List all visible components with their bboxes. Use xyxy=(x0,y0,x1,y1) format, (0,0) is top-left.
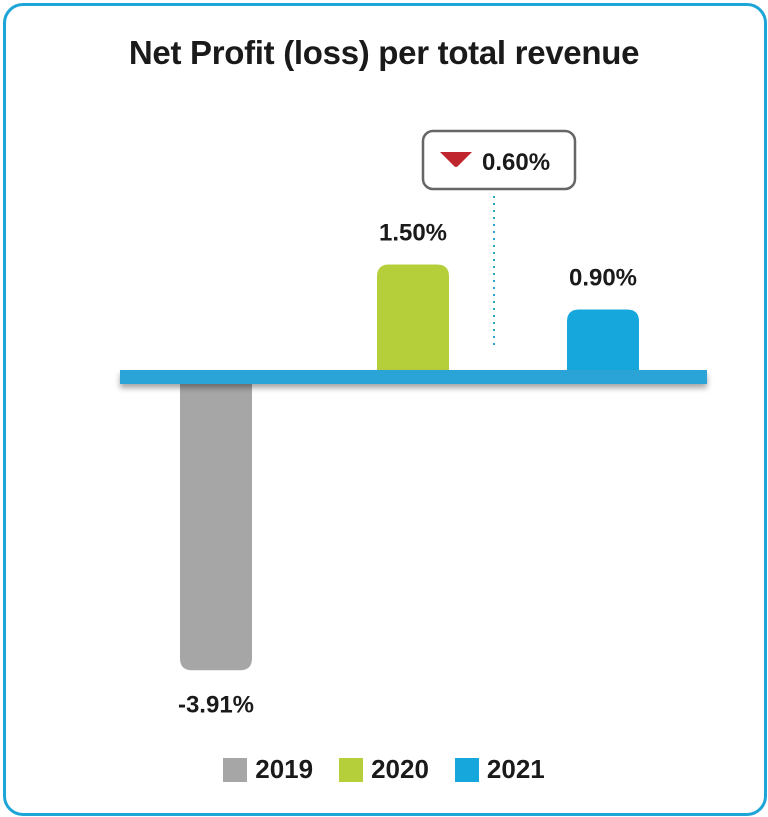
data-label-2021: 0.90% xyxy=(569,265,637,292)
annotation-box xyxy=(421,129,577,191)
bar-2021 xyxy=(567,309,639,377)
legend-label-2019: 2019 xyxy=(255,754,314,784)
legend-label-2021: 2021 xyxy=(486,754,545,784)
chart-title: Net Profit (loss) per total revenue xyxy=(128,34,640,71)
chart-card xyxy=(3,3,767,816)
legend-swatch-2020 xyxy=(339,757,364,782)
legend-item-2020: 2020 xyxy=(339,754,429,785)
down-triangle-icon xyxy=(440,152,472,167)
data-label-2020: 1.50% xyxy=(379,220,447,247)
annotation-value: 0.60% xyxy=(482,149,550,176)
legend: 2019 2020 2021 xyxy=(0,754,768,785)
legend-item-2019: 2019 xyxy=(223,754,313,785)
legend-swatch-2019 xyxy=(223,757,248,782)
legend-label-2020: 2020 xyxy=(371,754,429,784)
legend-swatch-2021 xyxy=(454,757,479,782)
bar-2019 xyxy=(180,377,252,671)
data-label-2019: -3.91% xyxy=(178,691,254,718)
bar-2020 xyxy=(377,264,449,377)
legend-item-2021: 2021 xyxy=(454,754,545,785)
baseline-axis xyxy=(120,370,707,384)
